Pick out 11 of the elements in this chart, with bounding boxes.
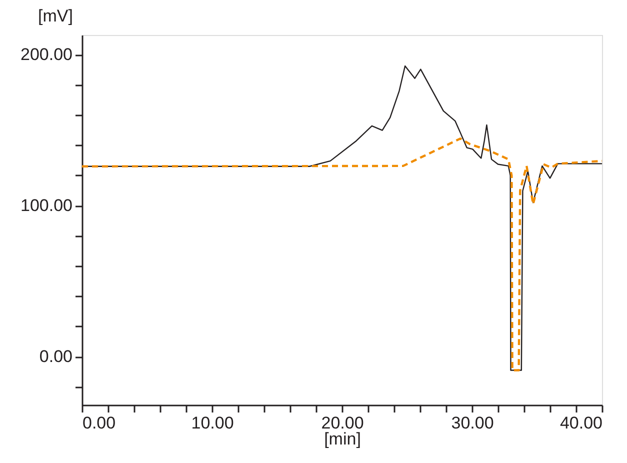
y-tick-label: 0.00 — [39, 347, 72, 366]
x-tick-label: 30.00 — [451, 414, 494, 432]
x-tick-label: 20.00 — [321, 414, 364, 432]
y-tick-label: 200.00 — [20, 45, 72, 64]
line-series — [82, 138, 602, 372]
y-axis-title: [mV] — [38, 6, 73, 26]
x-axis-title: [min] — [324, 430, 361, 448]
x-tick-label: 0.00 — [82, 414, 116, 432]
x-tick-label: 40.00 — [560, 414, 602, 432]
y-tick-label: 100.00 — [20, 196, 72, 216]
x-tick-label: 10.00 — [191, 414, 234, 432]
